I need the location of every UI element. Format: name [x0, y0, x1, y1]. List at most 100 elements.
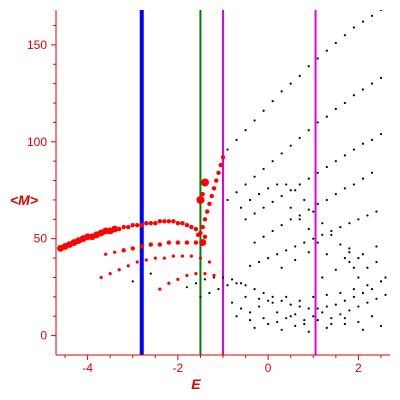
red-point: [126, 264, 130, 268]
black-point: [235, 282, 238, 285]
black-point: [280, 194, 283, 198]
black-point: [312, 237, 315, 240]
black-point: [244, 129, 247, 132]
black-point: [370, 82, 374, 85]
red-point: [166, 240, 172, 245]
black-point: [298, 136, 301, 140]
black-point: [325, 115, 328, 118]
red-point: [144, 258, 148, 262]
black-point: [348, 309, 351, 312]
black-point: [235, 138, 238, 141]
black-point: [384, 276, 387, 279]
red-point: [200, 178, 209, 187]
black-point: [271, 229, 274, 233]
black-point: [294, 189, 297, 192]
black-point: [352, 148, 355, 151]
black-point: [244, 183, 247, 186]
red-point: [205, 209, 210, 214]
red-point: [200, 224, 205, 230]
black-point: [303, 241, 306, 244]
black-point: [361, 328, 365, 331]
black-point: [330, 317, 333, 320]
black-point: [244, 295, 247, 298]
black-point: [199, 295, 202, 298]
black-point: [226, 284, 229, 287]
y-axis-title: <M>: [10, 192, 38, 208]
red-point: [171, 254, 175, 258]
red-point: [175, 221, 181, 226]
red-point: [117, 268, 121, 272]
black-point: [289, 206, 292, 209]
black-point: [321, 276, 324, 279]
black-point: [343, 317, 346, 320]
black-point: [339, 243, 342, 246]
black-point: [325, 198, 328, 202]
red-point: [184, 222, 190, 228]
red-point: [211, 186, 217, 191]
black-point: [321, 311, 324, 314]
black-point: [276, 183, 279, 186]
black-point: [239, 307, 243, 310]
black-point: [366, 214, 369, 217]
black-point: [352, 288, 355, 291]
red-point: [153, 256, 157, 260]
black-point: [239, 206, 243, 209]
black-point: [253, 288, 256, 291]
black-point: [285, 317, 288, 320]
axes: -4 -2 0 2 0 50 100 150: [27, 10, 390, 375]
black-point: [321, 222, 324, 225]
red-point: [216, 170, 221, 176]
black-point: [235, 315, 238, 318]
black-point: [298, 183, 301, 186]
black-point: [248, 311, 252, 314]
black-point: [285, 183, 288, 186]
black-point: [267, 299, 270, 302]
red-point: [189, 254, 194, 258]
black-point: [348, 247, 351, 250]
black-point: [208, 291, 211, 295]
black-point: [366, 301, 369, 304]
black-point: [325, 253, 328, 256]
black-point: [307, 208, 310, 211]
vertical-reference-lines: [139, 10, 317, 355]
black-point: [271, 160, 274, 163]
black-point: [361, 142, 365, 145]
black-point: [325, 165, 328, 169]
black-point: [366, 284, 369, 287]
black-point: [253, 326, 256, 329]
black-point: [298, 214, 301, 217]
black-point: [307, 65, 310, 68]
black-point: [294, 245, 297, 248]
red-point: [135, 222, 140, 228]
black-point: [298, 74, 301, 77]
black-point: [357, 305, 360, 308]
black-point: [258, 260, 261, 264]
black-point: [357, 256, 360, 260]
red-point: [196, 195, 205, 204]
black-point: [267, 187, 270, 190]
black-point: [271, 99, 274, 103]
black-point: [294, 313, 297, 316]
black-point: [262, 235, 265, 238]
red-point: [162, 219, 167, 224]
black-point: [330, 233, 333, 236]
red-point: [176, 277, 180, 282]
black-point: [230, 301, 234, 304]
red-point-series: [57, 155, 226, 291]
black-point: [330, 229, 333, 233]
black-point: [221, 276, 225, 279]
black-point: [343, 187, 346, 190]
black-point: [316, 202, 319, 205]
black-point: [262, 109, 265, 112]
black-point: [226, 198, 229, 202]
black-point: [325, 305, 328, 308]
black-point: [203, 278, 207, 281]
black-point: [303, 198, 306, 202]
red-point: [111, 225, 119, 233]
black-point: [289, 189, 292, 192]
black-point: [239, 282, 243, 285]
black-point: [370, 288, 374, 291]
black-point: [140, 276, 143, 279]
black-point: [334, 303, 337, 306]
black-point: [276, 253, 279, 256]
